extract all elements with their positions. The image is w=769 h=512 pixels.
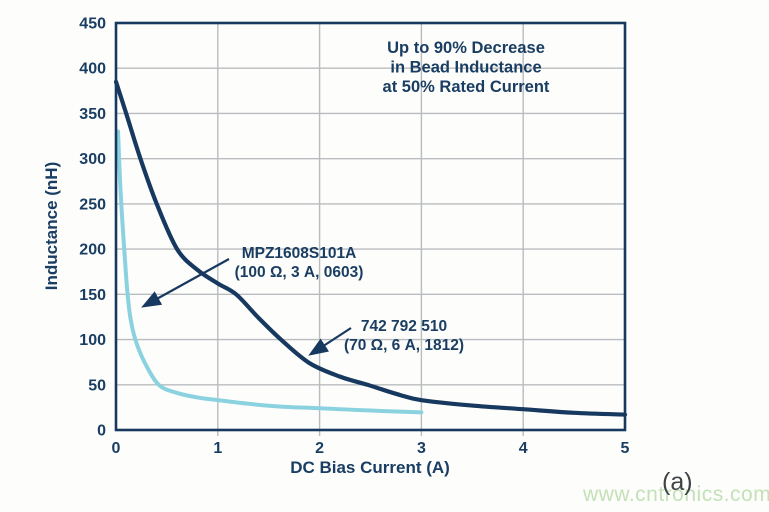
y-tick-label-150: 150 [79,287,106,304]
mpz-series-label: MPZ1608S101A (100 Ω, 3 A, 0603) [235,245,364,281]
annotation-line-2: in Bead Inductance [390,59,541,77]
y-tick-label-400: 400 [79,61,106,78]
plot-frame [114,21,627,432]
x-axis-title: DC Bias Current (A) [290,458,450,477]
wurth-callout-arrow [308,327,352,356]
annotation-line-1: Up to 90% Decrease [387,39,545,57]
axis-tick-labels: 0 50 100 150 200 250 300 350 400 450 0 1 2 3 4 5 [79,16,629,458]
mpz-series-label-line-2: (100 Ω, 3 A, 0603) [235,264,364,281]
annotation-line-3: at 50% Rated Current [383,78,550,96]
y-tick-label-0: 0 [97,423,106,440]
y-tick-label-300: 300 [79,151,106,168]
curve-742-792-510-70-6-a-1812 [113,79,628,417]
annotation-text: Up to 90% Decrease in Bead Inductance at… [383,39,550,96]
data-curves [113,79,628,417]
y-tick-label-250: 250 [79,196,106,213]
mpz-series-label-line-1: MPZ1608S101A [242,245,357,262]
mpz-callout-arrow [141,258,230,308]
y-tick-label-350: 350 [79,106,106,123]
y-axis-title: Inductance (nH) [42,162,61,290]
y-tick-label-50: 50 [88,377,106,394]
gridlines [116,23,625,436]
x-tick-label-1: 1 [213,440,222,457]
wurth-series-label-line-2: (70 Ω, 6 A, 1812) [344,337,464,354]
y-tick-label-100: 100 [79,332,106,349]
wurth-series-label-line-1: 742 792 510 [361,318,447,335]
watermark-text: www.cntronics.com [583,483,769,506]
curve-mpz1608s101a-100-3-a-0603 [116,129,424,415]
x-tick-label-0: 0 [112,440,121,457]
x-tick-label-3: 3 [417,440,426,457]
x-tick-label-5: 5 [621,440,630,457]
panel-label: (a) [662,468,693,496]
x-tick-label-2: 2 [315,440,324,457]
x-tick-label-4: 4 [519,440,528,457]
wurth-series-label: 742 792 510 (70 Ω, 6 A, 1812) [344,318,464,354]
y-tick-label-450: 450 [79,16,106,33]
y-tick-label-200: 200 [79,242,106,259]
